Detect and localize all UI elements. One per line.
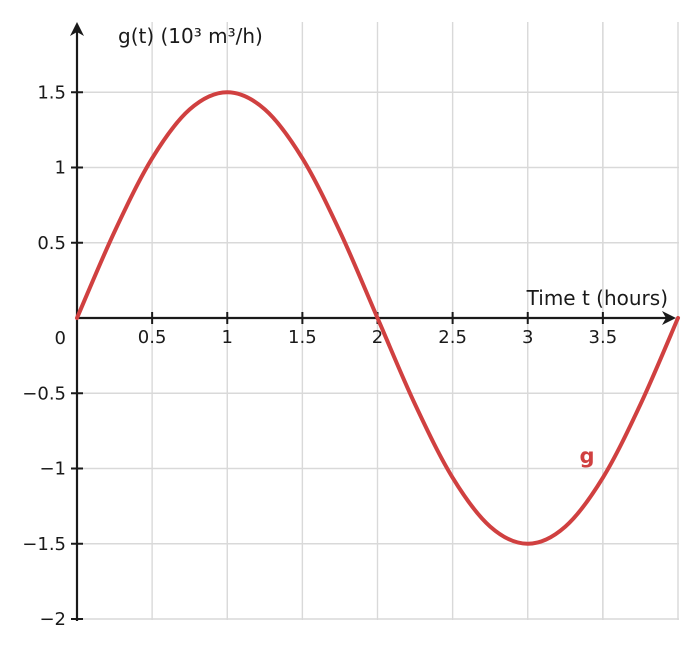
origin-label: 0 bbox=[55, 328, 66, 349]
x-axis: Time t (hours) bbox=[77, 286, 676, 325]
x-tick-label: 1.5 bbox=[288, 327, 317, 348]
series-line-g bbox=[75, 90, 680, 546]
y-tick-label: −2 bbox=[39, 609, 66, 630]
x-tick-label: 0.5 bbox=[138, 327, 167, 348]
y-tick-label: 0.5 bbox=[37, 233, 66, 254]
y-tick-label: −1.5 bbox=[22, 534, 66, 555]
y-axis: g(t) (10³ m³/h) bbox=[70, 22, 263, 621]
x-axis-label: Time t (hours) bbox=[526, 286, 668, 310]
y-tick-label: 1.5 bbox=[37, 82, 66, 103]
y-tick-label: 1 bbox=[55, 158, 66, 179]
x-axis-arrow-icon bbox=[662, 311, 676, 325]
x-tick-label: 3 bbox=[522, 327, 533, 348]
y-tick-label: −1 bbox=[39, 459, 66, 480]
x-tick-label: 2 bbox=[372, 327, 383, 348]
x-tick-label: 2.5 bbox=[438, 327, 467, 348]
x-tick-label: 3.5 bbox=[589, 327, 618, 348]
tick-marks: 0.5 1 1.5 2 2.5 3 3.5 1.5 1 0.5 −0.5 −1 −1.5 −2 bbox=[22, 82, 617, 630]
series-label-g: g bbox=[579, 444, 594, 468]
y-axis-label: g(t) (10³ m³/h) bbox=[118, 24, 263, 48]
y-axis-arrow-icon bbox=[70, 22, 84, 36]
x-tick-label: 1 bbox=[222, 327, 233, 348]
y-tick-label: −0.5 bbox=[22, 383, 66, 404]
